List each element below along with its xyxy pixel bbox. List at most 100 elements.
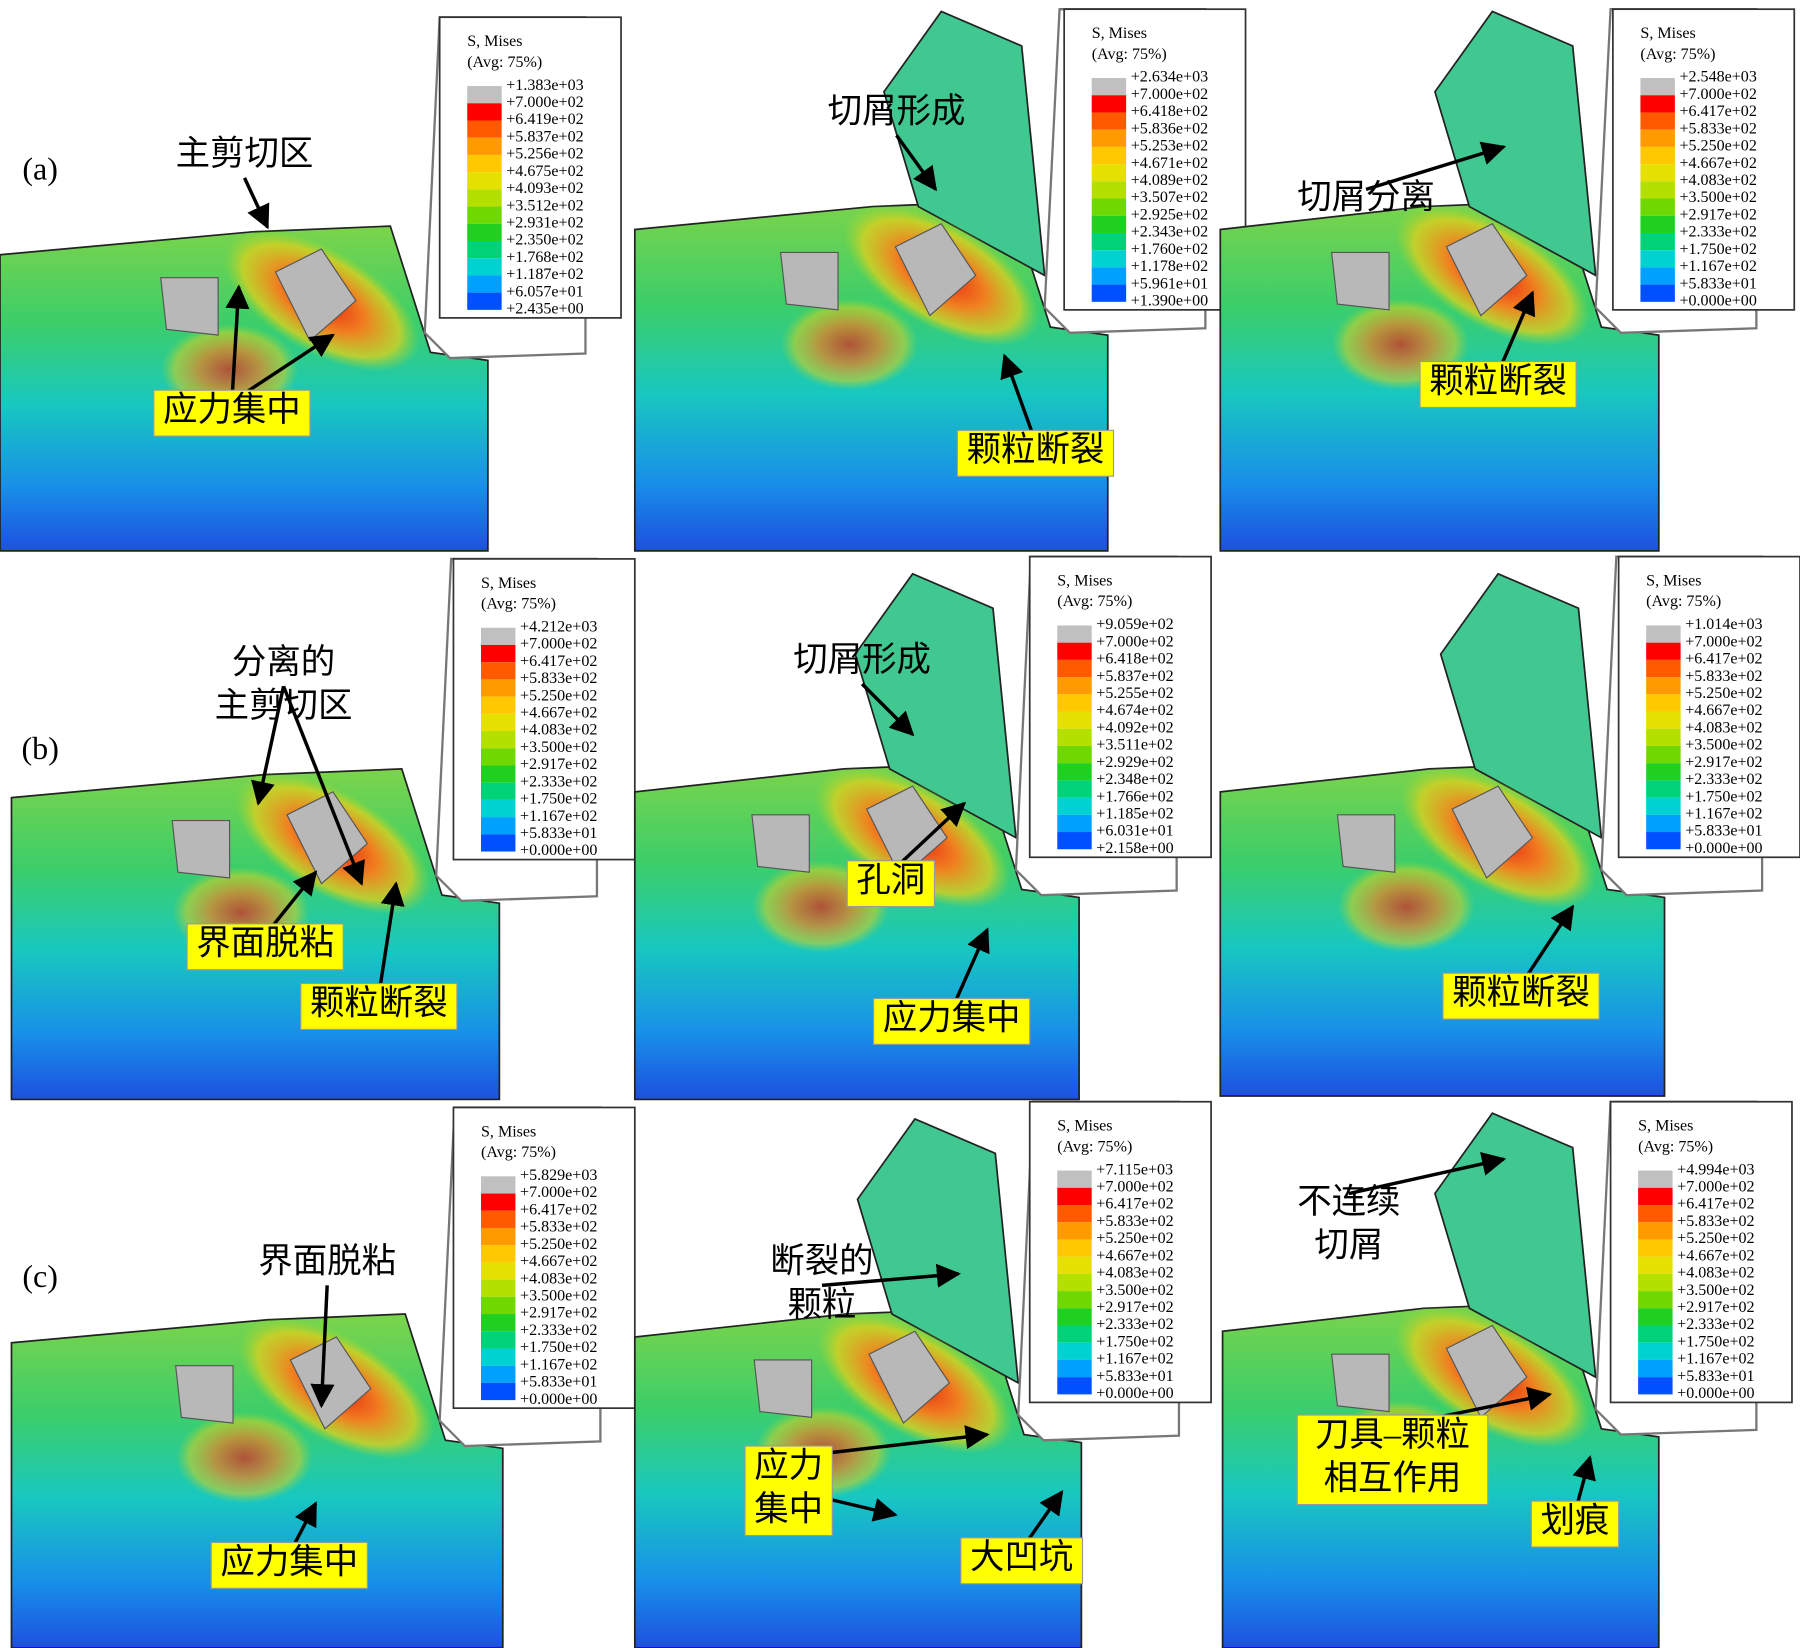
particle	[868, 1330, 951, 1424]
legend-swatch	[1091, 95, 1127, 113]
legend-swatch	[1640, 198, 1675, 216]
particle	[171, 819, 231, 879]
legend-label: +1.750e+02	[520, 791, 597, 808]
legend-label: +5.833e+01	[520, 1374, 597, 1391]
annotation-text: 相互作用	[1324, 1460, 1462, 1498]
legend-swatch	[1057, 625, 1092, 643]
legend-swatch	[1091, 284, 1127, 302]
legend-swatch	[467, 275, 502, 293]
particle	[1445, 1324, 1528, 1419]
legend-swatch	[1638, 1239, 1673, 1257]
legend-swatch	[480, 713, 516, 732]
legend-swatch	[1057, 797, 1092, 815]
legend-swatch	[467, 258, 502, 276]
legend-label: +5.255e+02	[1096, 685, 1173, 702]
legend-label: +1.383e+03	[506, 77, 583, 94]
legend-label: +5.833e+02	[1677, 1213, 1754, 1230]
legend-swatch	[480, 731, 516, 749]
legend-label: +3.500e+02	[1685, 737, 1762, 754]
legend-label: +2.333e+02	[520, 773, 597, 790]
legend-label: +2.929e+02	[1096, 754, 1173, 771]
legend-label: +4.083e+02	[1679, 172, 1756, 189]
legend-label: +7.000e+02	[506, 94, 583, 111]
chip	[856, 1117, 1020, 1385]
legend-label: +1.167e+02	[1677, 1351, 1754, 1368]
legend-swatch	[1638, 1291, 1673, 1309]
legend-swatch	[1640, 215, 1675, 233]
legend-swatch	[1057, 1256, 1092, 1274]
legend-label: +4.671e+02	[1131, 155, 1208, 172]
annotation-arrow	[225, 284, 250, 402]
legend-swatch	[480, 834, 516, 852]
legend-swatch	[467, 120, 502, 138]
annotation-text: 界面脱粘	[258, 1243, 396, 1281]
legend-swatch	[480, 1279, 516, 1297]
legend-swatch	[1646, 797, 1681, 815]
legend-swatch	[1638, 1205, 1673, 1223]
legend-label: +5.836e+02	[1131, 120, 1208, 137]
legend-label: +5.833e+02	[1685, 668, 1762, 685]
annotation-box	[186, 923, 344, 971]
row-label: (c)	[22, 1258, 58, 1294]
legend-swatch	[467, 223, 502, 242]
legend-label: +1.187e+02	[506, 266, 583, 283]
legend-swatch	[1640, 146, 1675, 165]
legend-swatch	[467, 172, 502, 190]
legend-label: +5.829e+03	[520, 1167, 597, 1184]
legend-label: +6.418e+02	[1131, 103, 1208, 120]
legend-swatch	[1640, 95, 1675, 113]
legend-title: S, Mises	[1646, 573, 1701, 590]
legend-swatch	[1640, 181, 1675, 199]
legend-swatch	[1646, 745, 1681, 764]
particle	[1451, 785, 1534, 879]
chip	[854, 572, 1017, 840]
legend-label: +1.167e+02	[1685, 806, 1762, 823]
legend-swatch	[1057, 1222, 1092, 1240]
legend-swatch	[1091, 198, 1127, 216]
legend-swatch	[480, 1314, 516, 1332]
legend-label: +4.667e+02	[1685, 702, 1762, 719]
legend-label: +4.083e+02	[1677, 1265, 1754, 1282]
particle	[865, 785, 948, 879]
particle	[751, 814, 810, 873]
annotation-box	[956, 429, 1115, 477]
legend-label: +7.000e+02	[1679, 86, 1756, 103]
legend-swatch	[480, 799, 516, 818]
legend-label: +6.417e+02	[1679, 103, 1756, 120]
legend-swatch	[1646, 642, 1681, 660]
legend-swatch	[1640, 267, 1675, 285]
annotation-text: 孔洞	[856, 862, 925, 900]
legend-swatch	[1057, 1187, 1092, 1206]
legend-label: +2.333e+02	[1685, 771, 1762, 788]
legend-label: +0.000e+00	[1685, 840, 1762, 857]
legend-swatch	[1057, 642, 1092, 660]
legend-swatch	[1091, 146, 1127, 165]
legend-label: +1.750e+02	[1096, 1333, 1173, 1350]
legend-title: S, Mises	[481, 575, 536, 592]
legend-label: +6.417e+02	[520, 653, 597, 670]
fea-panel: S, Mises (Avg: 75%) +5.829e+03+7.000e+02+6…	[10, 1106, 636, 1648]
legend-swatch	[1638, 1273, 1673, 1292]
legend-swatch	[467, 206, 502, 224]
legend-subtitle: (Avg: 75%)	[467, 54, 542, 71]
stress-zone	[780, 298, 919, 391]
annotation-box	[210, 1541, 368, 1589]
legend-subtitle: (Avg: 75%)	[481, 595, 556, 612]
legend-label: +4.093e+02	[506, 180, 583, 197]
legend-swatch	[1646, 677, 1681, 695]
legend-swatch	[1091, 267, 1127, 285]
legend-swatch	[480, 765, 516, 783]
legend-swatch	[480, 1245, 516, 1263]
annotation-box	[153, 389, 311, 437]
legend-label: +6.031e+01	[1096, 823, 1173, 840]
legend-swatch	[480, 1193, 516, 1211]
legend-label: +2.925e+02	[1131, 206, 1208, 223]
annotation-text: 大凹坑	[970, 1539, 1073, 1577]
legend-label: +2.333e+02	[1677, 1316, 1754, 1333]
legend-swatch	[1057, 1273, 1092, 1292]
annotation-text: 主剪切区	[176, 135, 314, 173]
legend-swatch	[1057, 1359, 1092, 1378]
legend-subtitle: (Avg: 75%)	[1646, 593, 1721, 610]
legend-label: +3.500e+02	[1679, 189, 1756, 206]
annotation-arrow	[860, 682, 915, 737]
